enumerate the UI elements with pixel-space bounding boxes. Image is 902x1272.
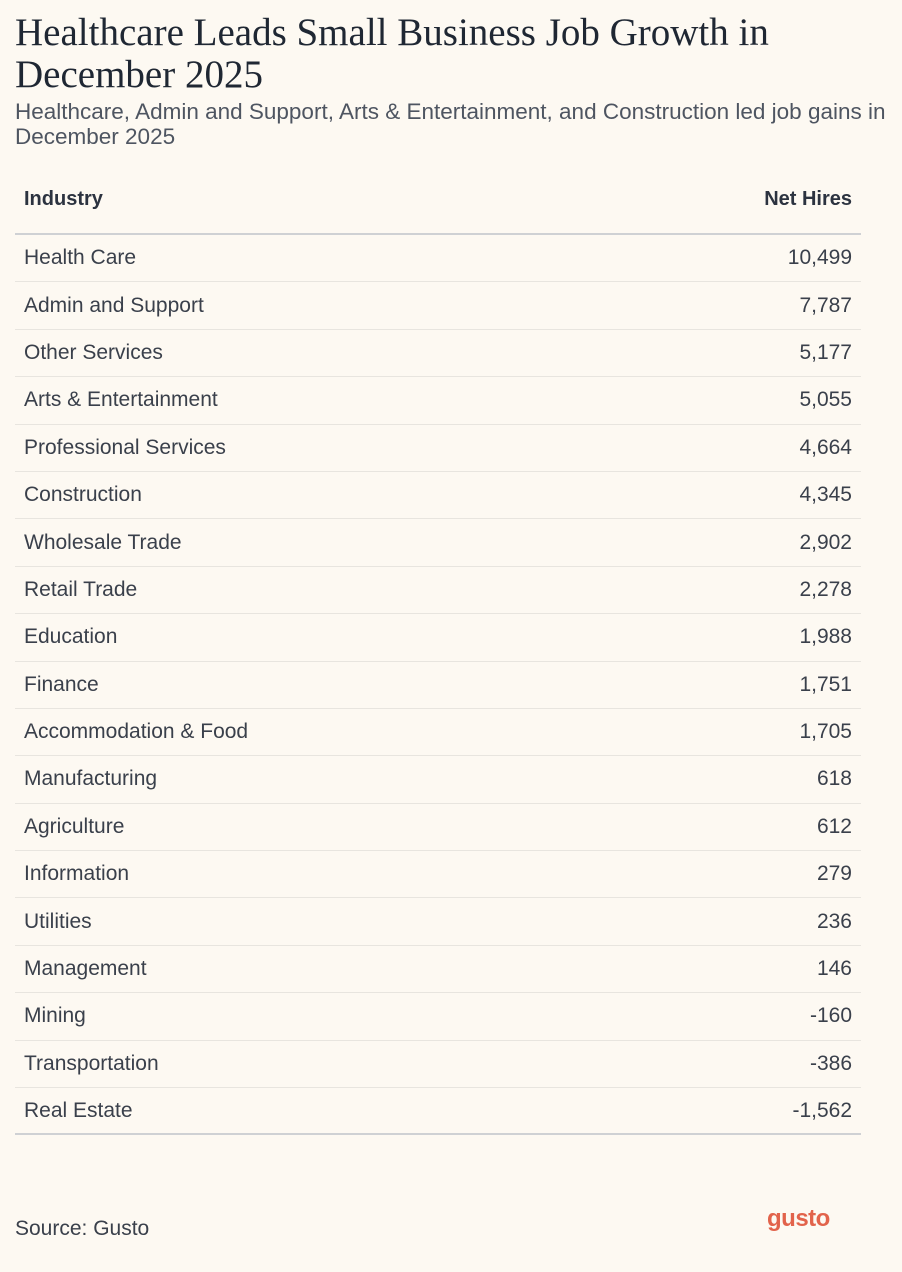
net-hires-cell: 4,664 xyxy=(799,435,852,459)
source-note: Source: Gusto xyxy=(15,1217,150,1240)
net-hires-cell: 1,705 xyxy=(799,720,852,744)
industry-cell: Utilities xyxy=(24,909,92,933)
industry-cell: Management xyxy=(24,957,147,981)
net-hires-cell: 1,988 xyxy=(799,625,852,649)
industry-cell: Mining xyxy=(24,1004,86,1028)
net-hires-cell: 4,345 xyxy=(799,483,852,507)
industry-cell: Transportation xyxy=(24,1051,159,1075)
industry-cell: Manufacturing xyxy=(24,767,158,791)
table-row: Utilities 236 xyxy=(15,898,861,946)
table-row: Education 1,988 xyxy=(15,614,861,662)
table-row: Retail Trade 2,278 xyxy=(15,567,861,615)
net-hires-cell: 7,787 xyxy=(799,293,852,317)
industry-cell: Construction xyxy=(24,483,142,507)
table-row: Information 279 xyxy=(15,851,861,899)
table-row: Agriculture 612 xyxy=(15,804,861,852)
net-hires-cell: 1,751 xyxy=(799,672,852,696)
industry-cell: Retail Trade xyxy=(24,577,138,601)
data-table: Industry Net Hires Health Care 10,499 Admi… xyxy=(15,165,861,1136)
net-hires-cell: 612 xyxy=(816,814,852,838)
industry-cell: Professional Services xyxy=(24,435,226,459)
net-hires-cell: 5,177 xyxy=(799,340,852,364)
table-row: Wholesale Trade 2,902 xyxy=(15,519,861,567)
industry-cell: Health Care xyxy=(24,246,137,270)
table-row: Admin and Support 7,787 xyxy=(15,282,861,330)
net-hires-cell: 146 xyxy=(816,957,852,981)
column-header-net-hires: Net Hires xyxy=(764,187,852,210)
industry-cell: Information xyxy=(24,862,130,886)
industry-cell: Admin and Support xyxy=(24,293,204,317)
table-row: Other Services 5,177 xyxy=(15,330,861,378)
industry-cell: Wholesale Trade xyxy=(24,530,182,554)
table-row: Manufacturing 618 xyxy=(15,756,861,804)
net-hires-cell: 279 xyxy=(816,862,852,886)
table-row: Mining -160 xyxy=(15,993,861,1041)
industry-cell: Other Services xyxy=(24,340,163,364)
net-hires-cell: -386 xyxy=(809,1051,852,1075)
chart-subtitle: Healthcare, Admin and Support, Arts & En… xyxy=(15,99,886,149)
net-hires-cell: 5,055 xyxy=(799,388,852,412)
table-row: Finance 1,751 xyxy=(15,662,861,709)
net-hires-cell: 2,278 xyxy=(799,577,852,601)
table-row: Health Care 10,499 xyxy=(15,235,861,283)
industry-cell: Agriculture xyxy=(24,814,125,838)
column-header-industry: Industry xyxy=(24,187,103,210)
industry-cell: Arts & Entertainment xyxy=(24,388,218,412)
table-row: Accommodation & Food 1,705 xyxy=(15,709,861,757)
table-row: Arts & Entertainment 5,055 xyxy=(15,377,861,425)
industry-cell: Education xyxy=(24,625,118,649)
gusto-logo: gusto xyxy=(767,1205,830,1232)
table-row: Management 146 xyxy=(15,946,861,994)
table-row: Real Estate -1,562 xyxy=(15,1088,861,1136)
industry-cell: Accommodation & Food xyxy=(24,720,249,744)
net-hires-cell: -1,562 xyxy=(792,1098,852,1122)
table-row: Transportation -386 xyxy=(15,1041,861,1089)
net-hires-cell: 236 xyxy=(816,909,852,933)
table-header: Industry Net Hires xyxy=(15,165,861,235)
chart-title: Healthcare Leads Small Business Job Grow… xyxy=(15,11,769,96)
industry-cell: Real Estate xyxy=(24,1098,133,1122)
net-hires-cell: 2,902 xyxy=(799,530,852,554)
net-hires-cell: 618 xyxy=(816,767,852,791)
net-hires-cell: 10,499 xyxy=(787,246,852,270)
industry-cell: Finance xyxy=(24,672,99,696)
table-body: Health Care 10,499 Admin and Support 7,787 O… xyxy=(15,235,861,1136)
table-row: Construction 4,345 xyxy=(15,472,861,520)
net-hires-cell: -160 xyxy=(809,1004,852,1028)
table-row: Professional Services 4,664 xyxy=(15,425,861,472)
